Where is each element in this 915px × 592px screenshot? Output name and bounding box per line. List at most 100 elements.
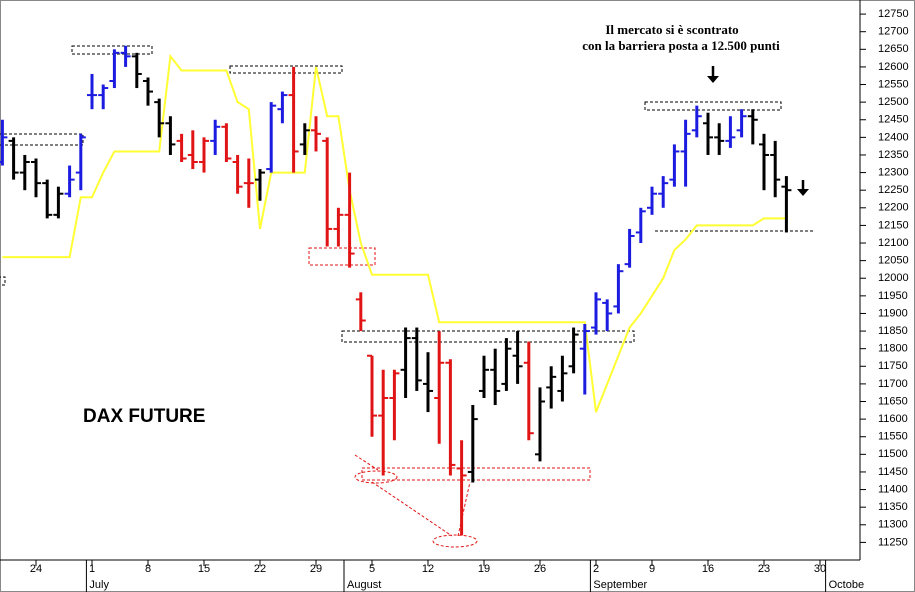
ohlc-bar (523, 341, 534, 441)
y-tick-label: 12200 (878, 202, 909, 214)
ohlc-bar (389, 369, 400, 441)
ohlc-bar (277, 91, 288, 124)
y-tick-label: 11900 (878, 307, 908, 319)
box (0, 276, 6, 286)
ohlc-bar (109, 49, 120, 89)
ohlc-bar (221, 123, 232, 163)
overlay-line (2, 53, 787, 413)
ohlc-bar (8, 137, 19, 180)
ohlc-bar (703, 112, 713, 155)
ohlc-bar (19, 154, 30, 191)
x-tick-label: 12 (422, 563, 434, 575)
month-label: Octobe (829, 579, 864, 591)
ohlc-bar (467, 405, 478, 483)
ohlc-bar (333, 207, 344, 247)
ohlc-bar (143, 77, 153, 106)
month-label: September (593, 579, 647, 591)
ohlc-bar (568, 327, 579, 374)
ohlc-bar (210, 119, 221, 155)
y-tick-label: 12350 (878, 149, 909, 161)
connector (371, 481, 453, 537)
ohlc-bar (176, 133, 187, 163)
y-tick-label: 12600 (878, 61, 909, 73)
box (0, 133, 84, 146)
ohlc-bar (322, 137, 333, 247)
ohlc-bar (635, 207, 646, 244)
ohlc-bar (624, 228, 635, 268)
month-label: July (89, 579, 109, 591)
x-tick-label: 19 (478, 563, 490, 575)
box (229, 65, 343, 74)
y-tick-label: 12300 (878, 166, 909, 178)
y-tick-label: 11600 (878, 413, 908, 425)
x-tick-label: 5 (369, 563, 375, 575)
ohlc-bar (591, 292, 601, 335)
y-tick-label: 12550 (878, 78, 909, 90)
y-tick-label: 12000 (878, 272, 909, 284)
ohlc-bar (411, 327, 422, 391)
ohlc-bar (344, 172, 355, 268)
ohlc-bar (120, 45, 131, 67)
annotation: con la barriera posta a 12.500 punti (582, 38, 780, 53)
x-tick-label: 26 (534, 563, 546, 575)
y-tick-label: 11300 (878, 519, 908, 531)
ellipse (354, 470, 398, 484)
ohlc-bar (490, 348, 501, 406)
ohlc-bar (602, 299, 613, 332)
ohlc-bar (546, 366, 557, 409)
ohlc-bar (680, 119, 691, 187)
y-tick-label: 12050 (878, 255, 909, 267)
y-tick-label: 11750 (878, 360, 908, 372)
y-tick-label: 11650 (878, 395, 908, 407)
ohlc-bar (75, 133, 86, 191)
y-tick-label: 11350 (878, 501, 908, 513)
ohlc-bar (781, 176, 792, 233)
annotation: Il mercato si è scontrato (605, 22, 738, 37)
ohlc-bar (42, 179, 53, 219)
ohlc-bar (131, 52, 142, 89)
x-tick-label: 16 (702, 563, 714, 575)
support-boxes (308, 247, 591, 548)
plot (0, 45, 792, 536)
x-tick-label: 24 (30, 563, 42, 575)
y-tick-label: 11400 (878, 483, 908, 495)
x-tick-label: 23 (758, 563, 770, 575)
x-tick-label: 2 (593, 563, 599, 575)
y-tick-label: 12500 (878, 96, 909, 108)
ohlc-bar (747, 109, 758, 145)
ohlc-bar (512, 331, 523, 384)
y-tick-label: 12250 (878, 184, 909, 196)
y-tick-label: 11850 (878, 325, 908, 337)
ohlc-bar (456, 440, 467, 536)
ohlc-bar (378, 369, 389, 476)
connector (354, 454, 379, 471)
ellipse (432, 534, 478, 548)
x-tick-label: 15 (198, 563, 210, 575)
box (644, 101, 782, 111)
ohlc-bar (266, 102, 277, 173)
arrows (707, 66, 809, 196)
ohlc-bar (736, 109, 747, 138)
ohlc-bar (647, 186, 657, 215)
ohlc-bar (154, 98, 165, 138)
ohlc-bar (87, 73, 97, 110)
ohlc-bar (243, 158, 254, 208)
chart-label: DAX FUTURE (83, 406, 205, 427)
y-tick-label: 12400 (878, 131, 909, 143)
x-tick-label: 1 (89, 563, 95, 575)
month-label: August (347, 579, 381, 591)
ohlc-bar (64, 165, 75, 198)
box (71, 45, 153, 55)
ohlc-bar (199, 137, 209, 173)
y-tick-label: 11700 (878, 378, 908, 390)
ohlc-bar (0, 119, 8, 166)
connector (457, 481, 471, 537)
ohlc-bar (658, 176, 669, 208)
ohlc-bar (423, 352, 433, 413)
y-tick-label: 12750 (878, 8, 909, 20)
box (341, 330, 635, 343)
ohlc-bar (725, 116, 736, 148)
ohlc-bar (311, 116, 321, 152)
